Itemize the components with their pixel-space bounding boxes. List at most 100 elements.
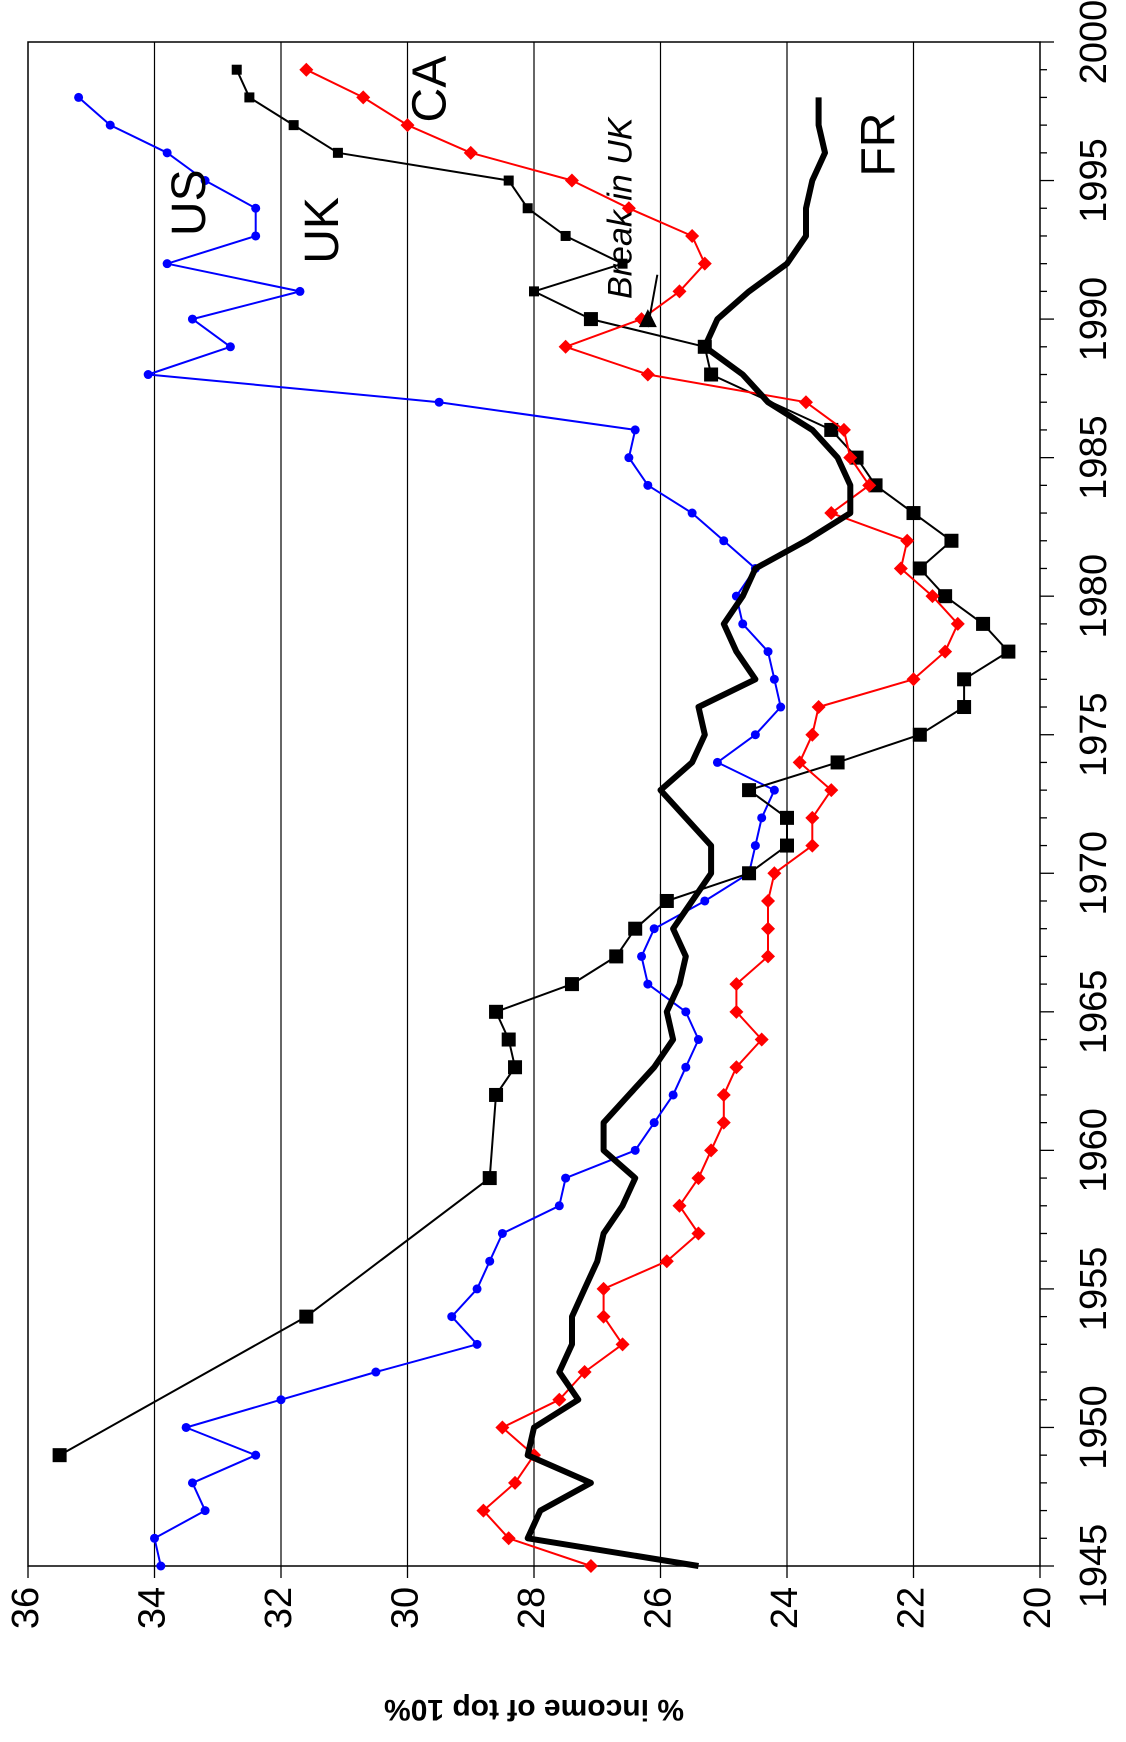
data-point xyxy=(659,1254,674,1269)
data-point xyxy=(691,1226,706,1241)
data-point xyxy=(187,314,197,324)
year-tick-label: 1945 xyxy=(1073,1524,1115,1609)
data-point xyxy=(400,118,415,133)
data-point xyxy=(52,1448,67,1463)
data-point xyxy=(251,203,261,213)
data-point xyxy=(529,286,539,297)
data-point xyxy=(276,1395,286,1405)
data-point xyxy=(769,674,779,684)
data-point xyxy=(763,647,773,657)
data-point xyxy=(472,1339,482,1349)
data-point xyxy=(719,536,729,546)
data-point xyxy=(508,1060,523,1075)
annotation-arrow-head xyxy=(638,309,657,328)
data-point xyxy=(649,1118,659,1128)
data-point xyxy=(938,644,953,659)
series-labels: US UK CA FR xyxy=(163,56,905,264)
data-point xyxy=(906,506,921,521)
percent-tick-label: 30 xyxy=(385,1587,427,1629)
data-point xyxy=(824,422,839,437)
data-point xyxy=(472,1284,482,1294)
data-point xyxy=(295,286,305,296)
series-label-fr: FR xyxy=(853,113,906,177)
data-point xyxy=(1001,644,1016,659)
data-point xyxy=(938,589,953,604)
series-line-fr xyxy=(524,97,854,1569)
data-point xyxy=(244,92,255,103)
data-point xyxy=(757,813,767,823)
data-point xyxy=(624,453,634,463)
data-point xyxy=(824,506,839,521)
percent-axis: 20 22 24 26 28 30 32 34 36 xyxy=(5,1566,1059,1629)
data-point xyxy=(738,619,748,629)
data-point xyxy=(712,757,722,767)
data-point xyxy=(697,256,712,271)
data-point xyxy=(950,616,965,631)
percent-tick-label: 22 xyxy=(891,1587,933,1629)
series-ca xyxy=(299,62,965,1573)
data-point xyxy=(649,924,659,934)
y-axis-title: % income of top 10% xyxy=(384,1693,684,1726)
year-tick-label: 1975 xyxy=(1073,692,1115,777)
data-point xyxy=(150,1533,159,1543)
data-point xyxy=(681,1007,691,1017)
data-point xyxy=(862,478,877,493)
data-point xyxy=(805,838,820,853)
data-point xyxy=(630,425,640,435)
data-point xyxy=(761,893,776,908)
data-point xyxy=(691,1171,706,1186)
data-point xyxy=(976,616,991,631)
data-point xyxy=(900,533,915,548)
data-point xyxy=(716,1087,731,1102)
data-point xyxy=(957,672,972,687)
data-point xyxy=(843,450,858,465)
data-point xyxy=(792,755,807,770)
data-point xyxy=(501,1531,516,1546)
data-point xyxy=(742,866,757,881)
data-point xyxy=(299,62,314,77)
data-point xyxy=(162,148,172,158)
data-point xyxy=(776,702,786,712)
percent-tick-label: 26 xyxy=(638,1587,680,1629)
data-point xyxy=(617,258,628,269)
data-point xyxy=(630,1145,640,1155)
year-axis: 1945 1950 1955 1960 1965 1970 1975 1980 1985 1990… xyxy=(1040,0,1115,1608)
year-tick-label: 2000 xyxy=(1073,0,1115,84)
percent-tick-label: 20 xyxy=(1017,1587,1059,1629)
data-point xyxy=(769,785,779,795)
data-point xyxy=(143,370,153,380)
data-point xyxy=(750,841,760,851)
data-point xyxy=(371,1367,381,1377)
data-point xyxy=(716,1115,731,1130)
data-point xyxy=(497,1228,507,1238)
data-point xyxy=(495,1420,510,1435)
series-label-uk: UK xyxy=(296,197,349,264)
data-point xyxy=(693,1035,703,1045)
data-point xyxy=(637,951,647,961)
data-point xyxy=(74,92,84,102)
data-point xyxy=(836,422,851,437)
data-point xyxy=(560,230,571,241)
data-point xyxy=(729,1004,744,1019)
data-point xyxy=(704,367,719,382)
data-point xyxy=(489,1004,504,1019)
data-point xyxy=(503,175,514,186)
data-point xyxy=(811,700,826,715)
data-point xyxy=(668,1090,678,1100)
data-point xyxy=(643,480,653,490)
data-point xyxy=(643,979,653,989)
percent-tick-label: 32 xyxy=(258,1587,300,1629)
data-point xyxy=(621,201,636,216)
series-label-us: US xyxy=(163,169,216,236)
data-point xyxy=(687,508,697,518)
data-point xyxy=(912,561,927,576)
data-point xyxy=(299,1309,314,1324)
data-point xyxy=(805,727,820,742)
data-point xyxy=(893,561,908,576)
year-tick-label: 1990 xyxy=(1073,277,1115,362)
year-tick-label: 1970 xyxy=(1073,831,1115,916)
data-point xyxy=(200,176,210,186)
data-point xyxy=(729,1060,744,1075)
year-tick-label: 1980 xyxy=(1073,554,1115,639)
